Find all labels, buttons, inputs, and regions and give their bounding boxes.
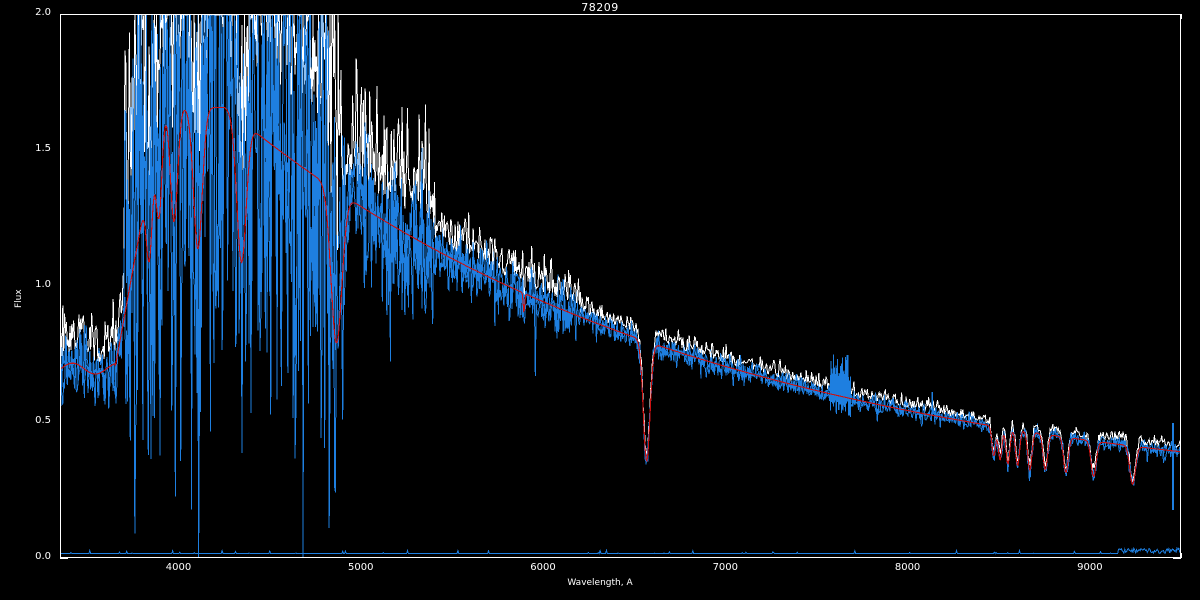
model-spectrum-line	[61, 106, 1180, 486]
x-tick-label: 7000	[712, 562, 739, 573]
page-title: 78209	[581, 1, 619, 14]
observed-spectrum-line	[61, 15, 1180, 482]
y-tick-label: 0.0	[35, 551, 51, 562]
y-axis-label: Flux	[14, 289, 24, 308]
x-tick	[1181, 553, 1182, 558]
plot-canvas	[61, 15, 1180, 557]
x-axis-label: Wavelength, A	[567, 578, 633, 588]
y-tick-label: 2.0	[35, 7, 51, 18]
y-tick-label: 1.5	[35, 143, 51, 154]
x-tick-label: 8000	[894, 562, 921, 573]
residual-spectrum-line	[61, 546, 1180, 555]
y-tick	[1173, 558, 1181, 559]
y-tick-label: 0.5	[35, 415, 51, 426]
observed-spectrum-line-top	[61, 15, 1180, 557]
x-tick-label: 6000	[530, 562, 556, 573]
plot-axes-frame	[60, 14, 1181, 558]
y-tick	[60, 558, 68, 559]
x-tick-label: 5000	[348, 562, 374, 573]
spectrum-plot-svg	[61, 15, 1180, 557]
x-tick-label: 9000	[1077, 562, 1103, 573]
x-tick-label: 4000	[165, 562, 192, 573]
y-tick-label: 1.0	[35, 279, 51, 290]
x-tick	[1181, 14, 1182, 19]
